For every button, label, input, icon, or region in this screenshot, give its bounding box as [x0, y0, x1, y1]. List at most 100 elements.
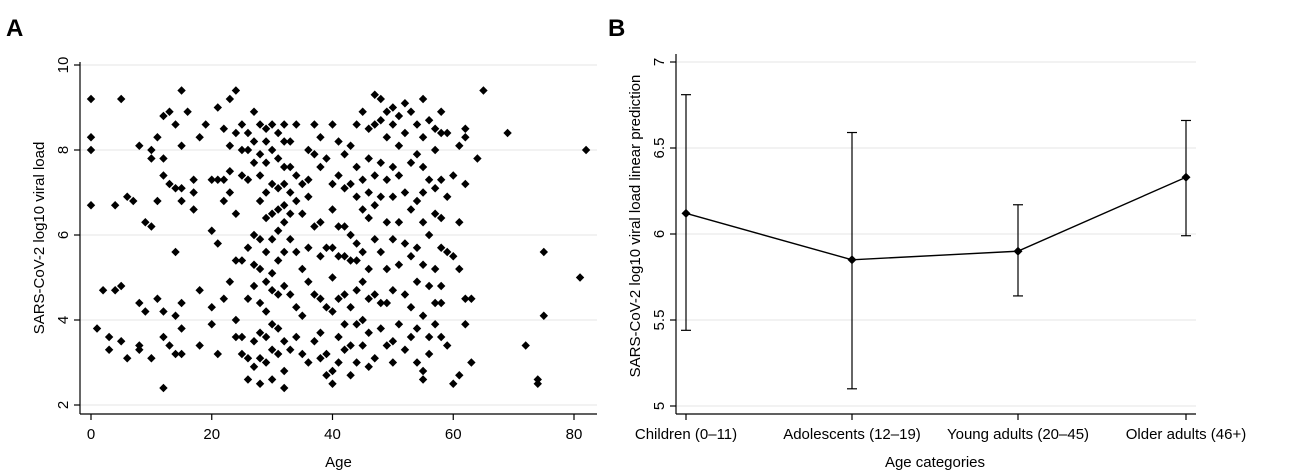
panel-b-x-tick-label: Older adults (46+) — [1126, 426, 1246, 443]
panel-a-data-point — [225, 188, 235, 197]
panel-a-data-point — [171, 247, 180, 257]
panel-a-y-axis-title: SARS-CoV-2 log10 viral load — [31, 142, 48, 335]
panel-a-data-point — [177, 86, 186, 95]
panel-a-data-point — [346, 141, 355, 150]
panel-a-data-point — [261, 307, 271, 316]
panel-a-data-point — [237, 349, 247, 359]
panel-a-data-point — [304, 277, 313, 286]
panel-a-data-point — [292, 171, 301, 180]
panel-a-data-points — [86, 86, 591, 393]
panel-a-data-point — [581, 145, 591, 155]
panel-a-data-point — [322, 303, 331, 312]
panel-a-data-point — [243, 375, 253, 384]
panel-a-data-point — [479, 86, 488, 95]
panel-b-y-tick-label: 6 — [651, 230, 668, 238]
panel-a-data-point — [86, 201, 96, 210]
panel-a-data-point — [376, 94, 385, 104]
panel-a-data-point — [412, 277, 422, 286]
panel-a-data-point — [231, 86, 241, 95]
panel-a-data-point — [249, 230, 259, 240]
panel-a-data-point — [382, 341, 392, 350]
panel-a-data-point — [177, 196, 186, 206]
panel-b-gridlines — [676, 61, 1196, 407]
panel-a-data-point — [267, 145, 277, 155]
panel-a-y-tick-label: 4 — [55, 316, 72, 324]
panel-a-y-tick-label: 6 — [55, 231, 72, 239]
panel-a-data-point — [171, 120, 180, 129]
panel-a-data-point — [340, 345, 349, 354]
panel-a-data-point — [406, 205, 416, 214]
panel-a-data-point — [328, 120, 337, 129]
panel-a-data-point — [286, 290, 295, 299]
panel-a-data-point — [316, 328, 325, 337]
panel-a-data-point — [370, 290, 379, 299]
panel-a-data-point — [231, 332, 241, 342]
panel-a-data-point — [328, 307, 337, 316]
panel-b-axes — [670, 54, 1196, 420]
panel-a-data-point — [388, 192, 398, 201]
panel-a-data-point — [424, 230, 434, 240]
panel-a-data-point — [189, 205, 198, 214]
panel-b-series-line — [685, 176, 1187, 261]
panel-b-data-points — [681, 172, 1191, 265]
panel-a-data-point — [141, 307, 150, 316]
panel-a-data-point — [316, 252, 325, 261]
panel-a-data-point — [334, 294, 343, 303]
panel-a-data-point — [261, 247, 271, 257]
panel-a-data-point — [430, 320, 440, 329]
panel-a-data-point — [461, 294, 470, 303]
panel-a-data-point — [135, 341, 144, 350]
panel-a-data-point — [394, 320, 404, 329]
panel-a-data-point — [280, 162, 289, 172]
panel-a-data-point — [352, 358, 361, 367]
panel-a-data-point — [322, 243, 331, 252]
panel-a-data-point — [400, 188, 410, 197]
panel-a-data-point — [358, 175, 367, 184]
panel-a-data-point — [328, 179, 337, 189]
panel-a-data-point — [346, 371, 355, 380]
panel-a-data-point — [267, 286, 277, 295]
panel-a-data-point — [159, 154, 168, 163]
panel-a-data-point — [213, 239, 222, 248]
panel-a-data-point — [123, 354, 132, 363]
panel-a-data-point — [177, 141, 186, 150]
panel-a-data-point — [370, 90, 379, 99]
panel-a-data-point — [418, 94, 428, 104]
panel-a-data-point — [243, 175, 253, 184]
panel-a-data-point — [147, 145, 156, 155]
panel-a-data-point — [286, 345, 295, 354]
panel-a-data-point — [455, 264, 464, 274]
panel-a-data-point — [449, 171, 458, 180]
panel-a-data-point — [436, 175, 446, 184]
panel-a-data-point — [231, 209, 241, 218]
panel-a-data-point — [195, 133, 204, 142]
panel-a-data-point — [328, 205, 337, 214]
panel-a-x-tick-label: 0 — [87, 426, 95, 443]
panel-a-y-tick-label: 10 — [55, 57, 72, 74]
panel-a-data-point — [273, 205, 283, 214]
panel-a-data-point — [261, 358, 271, 367]
panel-a-data-point — [110, 201, 120, 210]
panel-a-data-point — [370, 171, 379, 180]
panel-a-data-point — [455, 141, 464, 150]
panel-a-data-point — [135, 345, 144, 354]
panel-a-data-point — [340, 320, 349, 329]
panel-a-data-point — [280, 383, 289, 393]
panel-a-data-point — [412, 243, 422, 252]
panel-a-x-tick-label: 20 — [203, 426, 220, 443]
panel-a-data-point — [340, 222, 349, 231]
panel-a-data-point — [358, 277, 367, 286]
panel-a-data-point — [255, 171, 265, 180]
panel-a-data-point — [412, 196, 422, 206]
panel-a-data-point — [400, 239, 410, 248]
panel-a-data-point — [358, 205, 367, 214]
panel-a-data-point — [533, 379, 542, 388]
panel-a-data-point — [255, 264, 265, 274]
panel-a-data-point — [455, 218, 464, 227]
panel-a-data-point — [304, 192, 313, 201]
panel-a-data-point — [159, 111, 168, 121]
panel-b-x-tick-label: Children (0–11) — [635, 426, 737, 443]
panel-a-data-point — [225, 141, 235, 150]
panel-a-data-point — [424, 175, 434, 184]
panel-a-data-point — [171, 184, 180, 193]
